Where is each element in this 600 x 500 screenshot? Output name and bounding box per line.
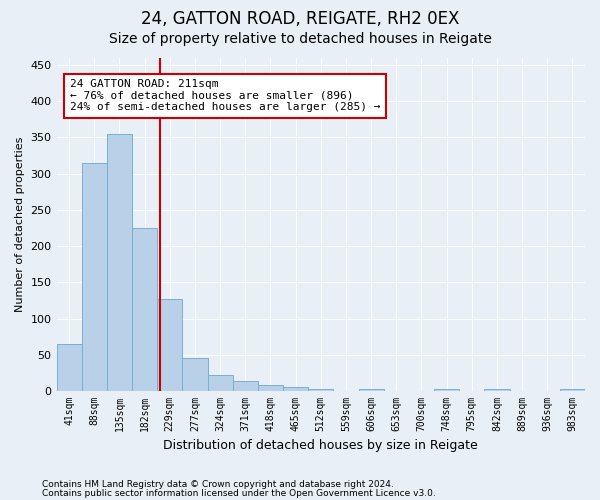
Bar [56, 344, 82, 391]
Bar [484, 389, 509, 391]
Text: 24 GATTON ROAD: 211sqm
← 76% of detached houses are smaller (896)
24% of semi-de: 24 GATTON ROAD: 211sqm ← 76% of detached… [70, 80, 380, 112]
Bar [359, 389, 383, 391]
Bar [82, 162, 107, 391]
Bar [208, 375, 233, 391]
Bar [308, 389, 334, 391]
Bar [157, 299, 182, 391]
Text: Size of property relative to detached houses in Reigate: Size of property relative to detached ho… [109, 32, 491, 46]
Bar [283, 388, 308, 391]
X-axis label: Distribution of detached houses by size in Reigate: Distribution of detached houses by size … [163, 440, 478, 452]
Bar [132, 228, 157, 391]
Bar [107, 134, 132, 391]
Text: Contains HM Land Registry data © Crown copyright and database right 2024.: Contains HM Land Registry data © Crown c… [42, 480, 394, 489]
Bar [434, 389, 459, 391]
Bar [182, 358, 208, 391]
Bar [258, 384, 283, 391]
Bar [560, 389, 585, 391]
Text: Contains public sector information licensed under the Open Government Licence v3: Contains public sector information licen… [42, 488, 436, 498]
Text: 24, GATTON ROAD, REIGATE, RH2 0EX: 24, GATTON ROAD, REIGATE, RH2 0EX [141, 10, 459, 28]
Bar [233, 381, 258, 391]
Y-axis label: Number of detached properties: Number of detached properties [15, 136, 25, 312]
